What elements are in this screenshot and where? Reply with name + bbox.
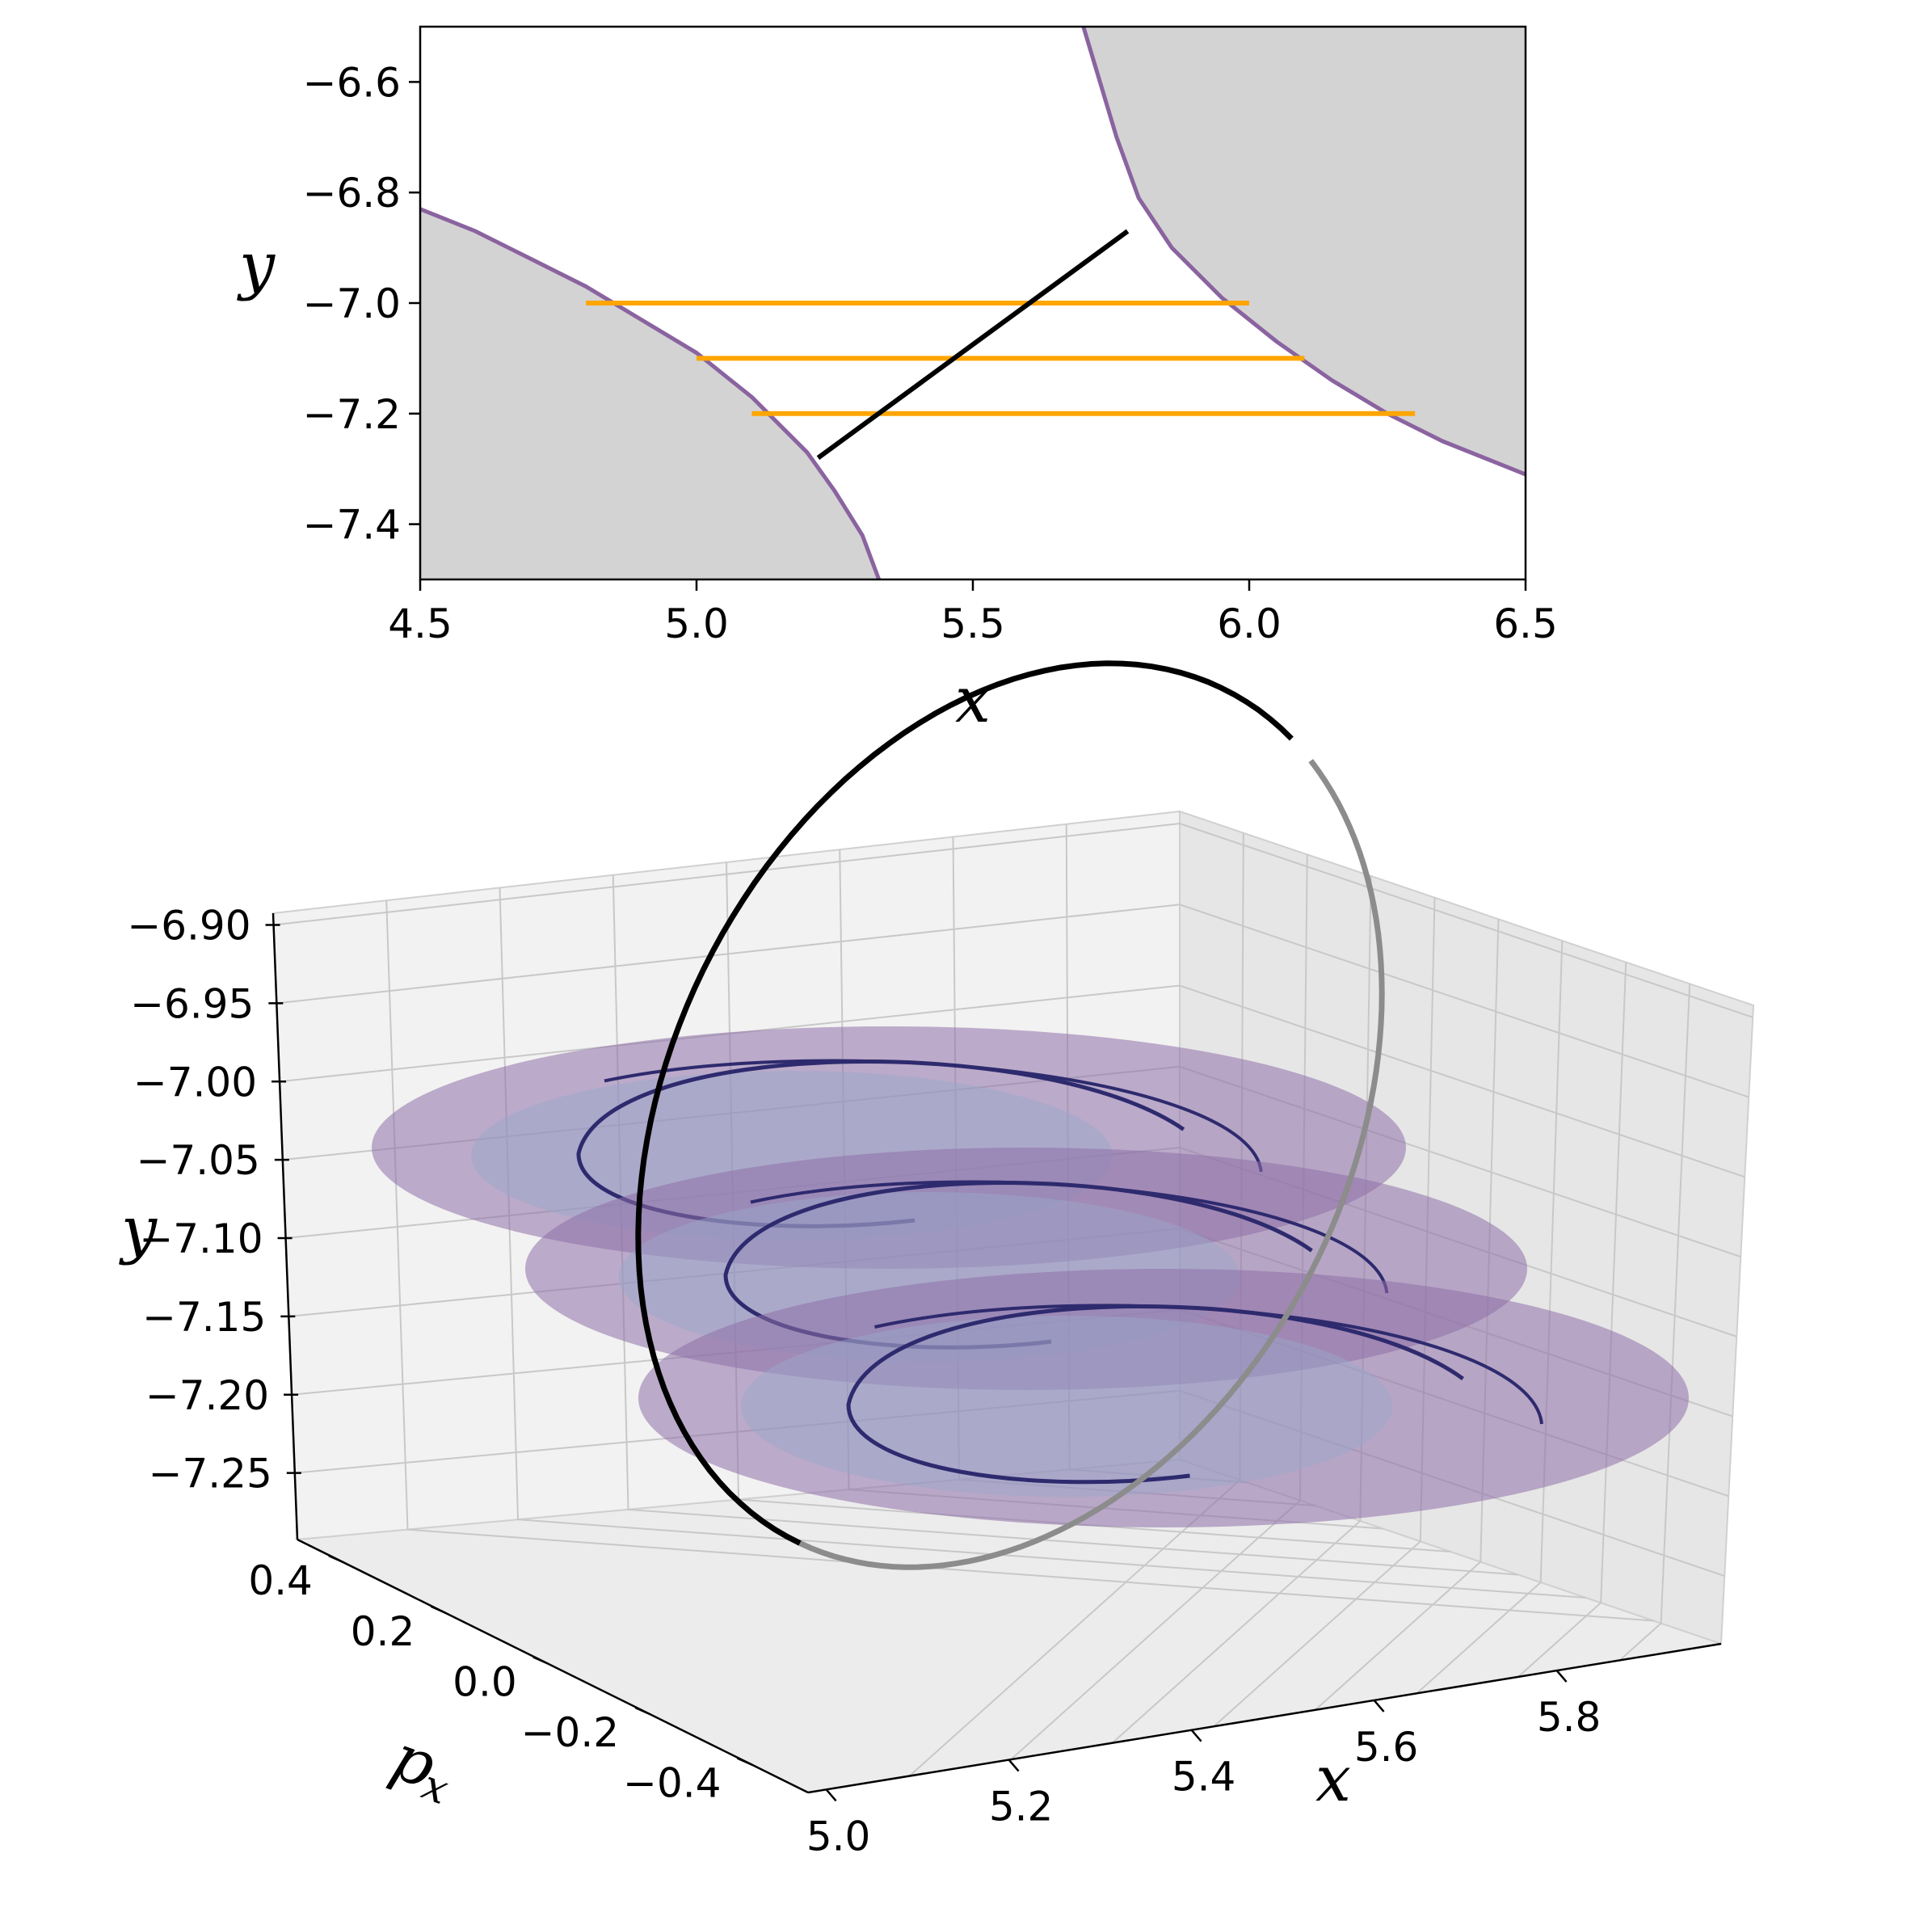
top-plot-content xyxy=(420,27,1526,579)
periodic-orbit-ring xyxy=(635,660,1385,1570)
top-x-tick-label: 6.0 xyxy=(1217,600,1282,647)
top-y-tick-label: −7.2 xyxy=(303,391,401,438)
px-tick-mark xyxy=(634,1706,650,1716)
px-tick-label: −0.2 xyxy=(521,1709,619,1756)
bottom-plot-ticks: −6.90 −6.95 −7.00 −7.05 −7.10 −7.15 −7.20 −7.25… xyxy=(127,903,1601,1860)
px-tick-label: 0.0 xyxy=(452,1658,517,1705)
top-y-tick-label: −6.8 xyxy=(303,170,401,217)
section-surface-inner-region xyxy=(741,1316,1392,1497)
x-tick-label: 5.8 xyxy=(1537,1694,1602,1741)
top-x-tick-label: 6.5 xyxy=(1493,600,1558,647)
x-tick-mark xyxy=(1555,1670,1568,1683)
y-tick-label: −7.15 xyxy=(142,1294,266,1341)
gridline-x xyxy=(1618,984,1691,1662)
x-tick-label: 5.4 xyxy=(1172,1754,1236,1801)
top-y-tick-label: −6.6 xyxy=(303,59,401,106)
top-x-tick-label: 5.0 xyxy=(664,600,729,647)
px-tick-mark xyxy=(532,1656,549,1665)
y-tick-label: −6.90 xyxy=(127,903,250,950)
px-tick-label: −0.4 xyxy=(623,1760,721,1807)
gridline-x xyxy=(1315,919,1500,1711)
x-tick-mark xyxy=(825,1788,837,1802)
x-axis-line xyxy=(807,1642,1722,1794)
x-tick-label: 5.2 xyxy=(989,1784,1054,1830)
top-x-tick-label: 5.5 xyxy=(941,600,1005,647)
top-y-ticks: −6.6 −6.8 −7.0 −7.2 −7.4 xyxy=(303,59,420,549)
forbidden-region-right xyxy=(1083,27,1526,474)
px-tick-label: 0.2 xyxy=(351,1608,415,1655)
px-tick-mark xyxy=(736,1757,752,1766)
bottom-x-axis-label: x xyxy=(1315,1743,1351,1816)
top-y-tick-label: −7.4 xyxy=(303,502,401,549)
px-tick-mark xyxy=(328,1555,344,1564)
px-tick-label: 0.4 xyxy=(248,1557,313,1604)
x-tick-label: 5.0 xyxy=(806,1813,871,1860)
y-tick-label: −6.95 xyxy=(130,980,254,1027)
gridline-x xyxy=(1213,897,1436,1727)
y-tick-label: −7.10 xyxy=(139,1215,263,1262)
y-tick-label: −7.25 xyxy=(149,1451,272,1498)
top-y-axis-label: y xyxy=(237,230,276,302)
section-surface-3 xyxy=(638,1269,1689,1527)
px-tick-mark xyxy=(430,1605,446,1614)
section-surface-fill xyxy=(638,1269,1689,1527)
x-tick-mark xyxy=(1190,1729,1202,1742)
gridline-x xyxy=(1111,875,1372,1744)
section-boundary-curve-outer xyxy=(750,1180,1389,1294)
section-boundary-curve-outer xyxy=(874,1304,1543,1425)
x-tick-label: 5.6 xyxy=(1354,1724,1419,1771)
boundary-right-curve xyxy=(1081,27,1526,477)
top-x-tick-label: 4.5 xyxy=(388,600,452,647)
bottom-y-axis-label: y xyxy=(119,1194,158,1266)
px-axis-line xyxy=(297,1538,809,1794)
diagonal-segment xyxy=(816,229,1130,460)
y-axis-line xyxy=(271,912,299,1540)
x-tick-mark xyxy=(1008,1759,1020,1772)
forbidden-region-left xyxy=(420,209,879,579)
y-tick-label: −7.00 xyxy=(133,1059,257,1106)
bottom-px-axis-label: p x xyxy=(382,1721,455,1814)
gridline-px xyxy=(385,900,1654,1622)
gridline-x xyxy=(1517,962,1627,1678)
section-surfaces xyxy=(372,1026,1689,1527)
x-tick-mark xyxy=(1373,1700,1385,1712)
top-x-ticks: 4.5 5.0 5.5 6.0 6.5 xyxy=(388,579,1558,647)
y-tick-label: −7.05 xyxy=(137,1137,260,1184)
y-tick-label: −7.20 xyxy=(145,1372,269,1419)
ring-back-arc xyxy=(798,759,1385,1570)
boundary-left-curve xyxy=(420,207,882,579)
section-boundary-curve-outer xyxy=(604,1059,1263,1173)
top-y-tick-label: −7.0 xyxy=(303,280,401,327)
bottom-3d-plot: −6.90 −6.95 −7.00 −7.05 −7.10 −7.15 −7.20 −7.25… xyxy=(119,660,1755,1860)
top-plot: 4.5 5.0 5.5 6.0 6.5 −6.6−6.8−7.0−7.2−7.4 x y xyxy=(237,25,1558,737)
gridline-x xyxy=(1416,940,1564,1695)
ring-front-arc xyxy=(635,660,1294,1546)
